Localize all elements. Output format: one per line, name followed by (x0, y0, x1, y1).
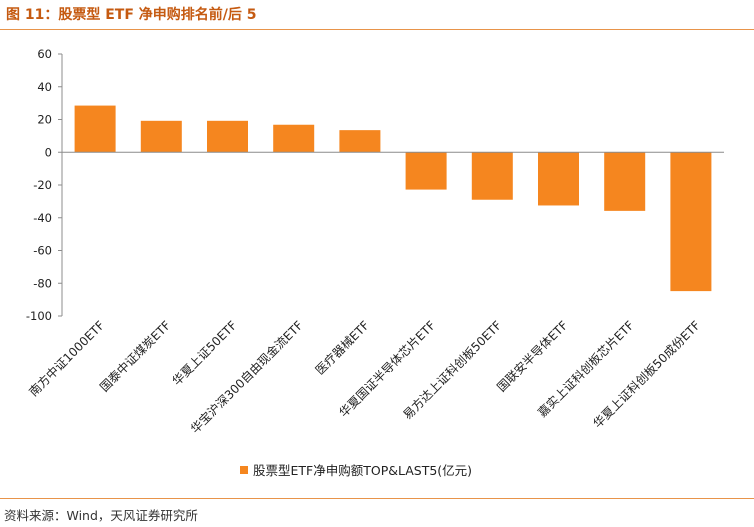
legend-label: 股票型ETF净申购额TOP&LAST5(亿元) (253, 463, 473, 478)
bar (140, 120, 182, 153)
x-tick-label: 国泰中证煤炭ETF (96, 317, 173, 394)
x-tick-label: 南方中证1000ETF (26, 317, 108, 399)
legend-swatch (240, 465, 248, 474)
title-divider (0, 29, 754, 30)
y-tick-label: -20 (33, 178, 52, 192)
x-tick-label: 华夏上证50ETF (170, 318, 240, 388)
chart-legend: 股票型ETF净申购额TOP&LAST5(亿元) (240, 460, 472, 479)
bar (604, 152, 646, 211)
y-tick-label: -40 (33, 211, 52, 225)
y-tick-label: 0 (45, 145, 52, 159)
x-tick-label: 华宝沪深300自由现金流ETF (187, 317, 306, 436)
source-note: 资料来源：Wind，天风证券研究所 (4, 508, 198, 523)
y-tick-label: 20 (37, 113, 52, 127)
bar (207, 120, 248, 153)
bar (273, 124, 315, 153)
y-tick-label: -80 (33, 276, 52, 290)
bar (670, 152, 712, 292)
bar (74, 105, 116, 153)
bar (339, 130, 381, 153)
x-tick-label: 华夏上证科创板50成份ETF (591, 318, 704, 431)
y-tick-label: -100 (26, 309, 52, 323)
y-tick-label: 60 (37, 47, 52, 61)
bar (471, 152, 513, 200)
bar (538, 152, 579, 206)
y-tick-label: 40 (37, 80, 52, 94)
figure-title: 图 11：股票型 ETF 净申购排名前/后 5 (6, 7, 257, 23)
bar (405, 152, 447, 190)
x-tick-label: 国联安半导体ETF (494, 317, 571, 394)
source-divider (0, 498, 754, 499)
y-tick-label: -60 (33, 244, 52, 258)
x-tick-label: 医疗器械ETF (312, 317, 372, 377)
